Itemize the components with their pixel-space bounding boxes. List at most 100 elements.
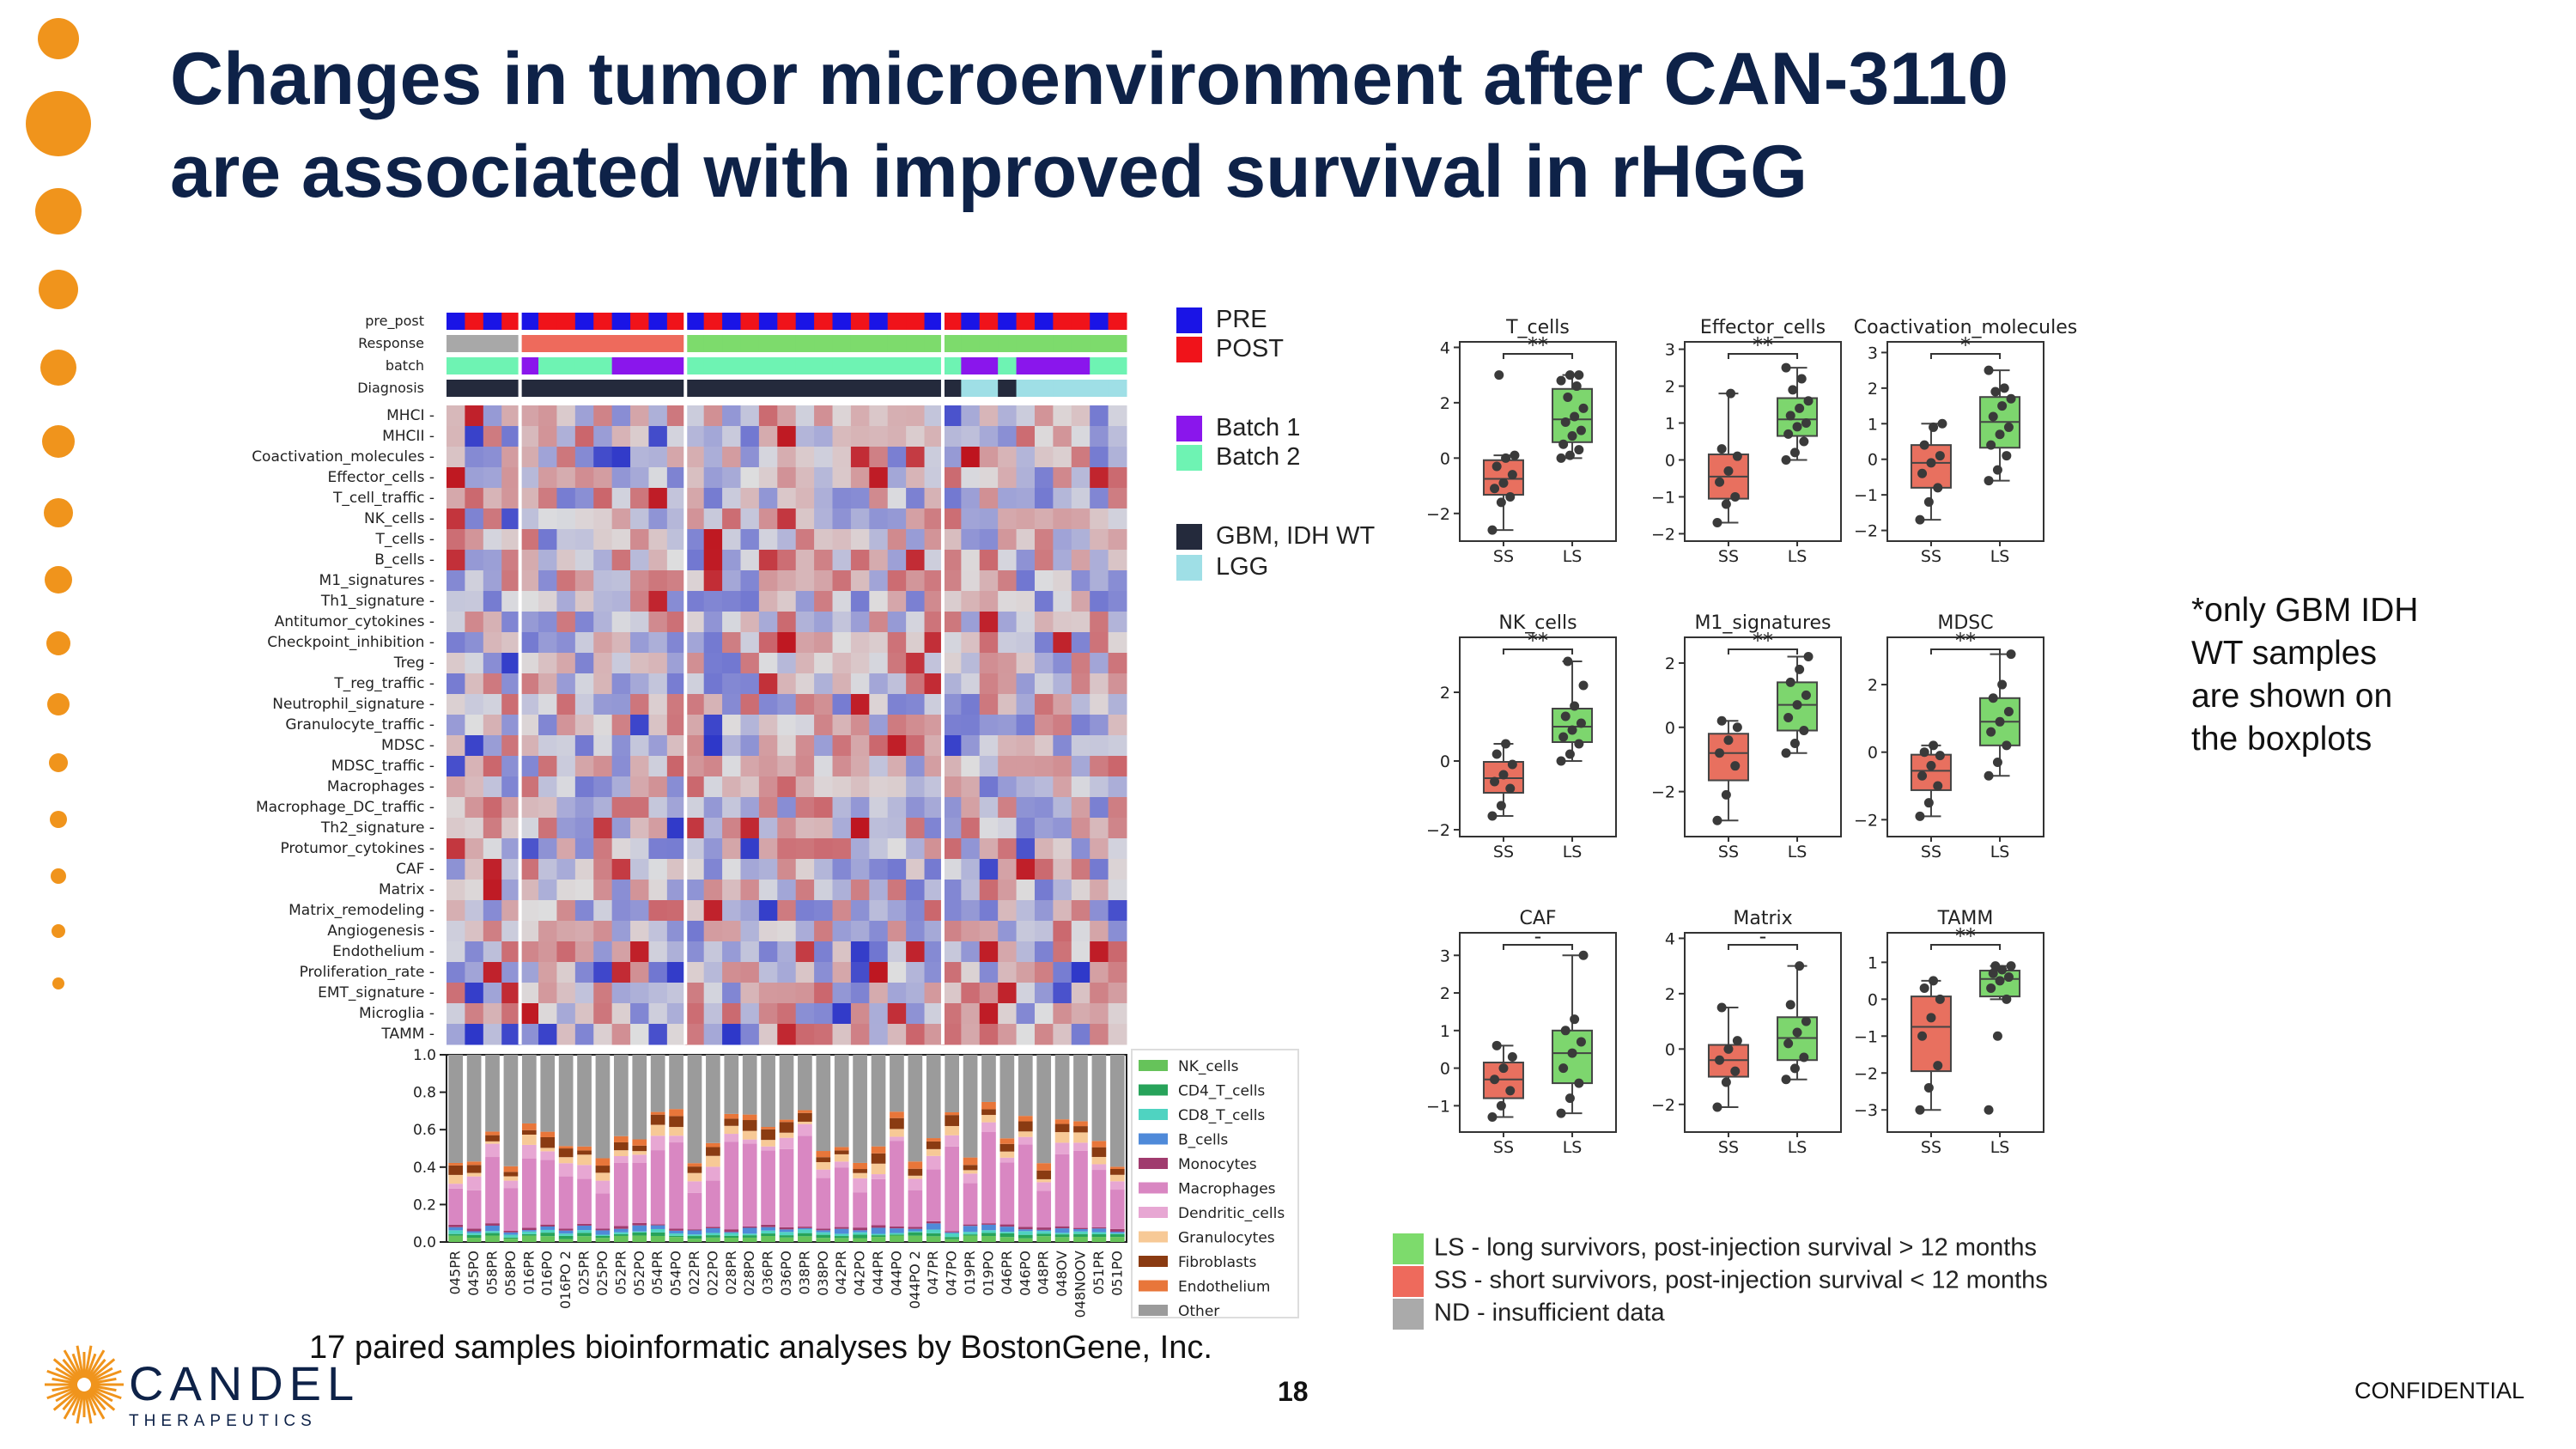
bar-segment-endothelium <box>558 1146 574 1149</box>
heatmap-cell <box>1016 983 1036 1004</box>
heatmap-cell <box>593 508 613 530</box>
heatmap-cell <box>538 921 557 942</box>
heatmap-cell <box>906 715 926 736</box>
bar-segment-other <box>853 1055 867 1163</box>
heatmap-cell <box>685 941 705 963</box>
bar-legend-swatch <box>1139 1084 1168 1096</box>
bar-xtick-label: 045PR <box>447 1251 464 1294</box>
heatmap-cell <box>538 529 557 551</box>
boxplot-point <box>1999 383 2009 393</box>
heatmap-cell <box>666 776 686 798</box>
heatmap-cell <box>703 653 723 674</box>
boxplot-point <box>2002 740 2012 751</box>
heatmap-cell <box>740 776 760 798</box>
heatmap-cell <box>519 550 539 571</box>
boxplot-point <box>1801 1016 1811 1026</box>
heatmap-cell <box>1053 467 1072 489</box>
heatmap-cell <box>538 426 557 447</box>
bar-segment-fibroblasts <box>577 1150 592 1155</box>
bar-segment-fibroblasts <box>448 1165 464 1175</box>
boxplot-point <box>1988 968 1998 978</box>
heatmap-cell <box>538 941 557 963</box>
heatmap-cell <box>1034 673 1054 695</box>
heatmap-cell <box>998 756 1018 777</box>
boxplot-point <box>1487 811 1498 821</box>
bar-segment-endothelium <box>981 1101 996 1110</box>
heatmap-cell <box>1090 983 1109 1004</box>
heatmap-cell <box>869 529 889 551</box>
heatmap-cell <box>648 1003 668 1025</box>
boxplot-xtick-label: SS <box>1493 843 1514 861</box>
heatmap-cell <box>1108 859 1127 880</box>
heatmap-cell <box>465 941 484 963</box>
heatmap-cell <box>869 694 889 715</box>
heatmap-cell <box>740 488 760 509</box>
boxplot-point <box>2003 422 2014 432</box>
bar-segment-cd8-t-cells <box>945 1233 959 1238</box>
heatmap-cell <box>795 508 815 530</box>
bar-xtick-label: 028PR <box>723 1251 739 1294</box>
bar-segment-monocytes <box>1036 1227 1052 1230</box>
heatmap-cell <box>648 776 668 798</box>
heatmap-cell <box>666 921 686 942</box>
heatmap-cell <box>703 632 723 654</box>
boxplot-point <box>1563 392 1573 402</box>
heatmap-cell <box>1034 1024 1054 1045</box>
heatmap-cell <box>666 818 686 839</box>
boxplot-ytick-label: 0 <box>1665 719 1675 738</box>
heatmap-cell <box>1034 941 1054 963</box>
boxplot-point <box>1564 370 1575 381</box>
heatmap-cell <box>832 962 852 983</box>
heatmap-cell <box>777 508 797 530</box>
annotation-cell <box>519 380 539 397</box>
boxplot-ytick-label: 0 <box>1868 451 1878 470</box>
boxplot-point <box>1923 798 1934 808</box>
heatmap-cell <box>574 570 594 592</box>
heatmap-cell <box>574 859 594 880</box>
boxplot-point <box>1919 983 1929 993</box>
bar-segment-cd4-t-cells <box>853 1234 867 1239</box>
heatmap-cell <box>869 508 889 530</box>
heatmap-cell <box>703 673 723 695</box>
boxplot-point <box>1492 461 1502 472</box>
boxplot-point <box>1917 770 1928 781</box>
heatmap-cell <box>611 632 631 654</box>
heatmap-cell <box>961 405 981 427</box>
heatmap-cell <box>1108 962 1127 983</box>
annotation-cell <box>777 357 797 374</box>
bar-xtick-label: 016PR <box>520 1251 537 1294</box>
boxplot-point <box>1799 726 1809 736</box>
annotation-cell <box>942 357 962 374</box>
heatmap-cell <box>685 962 705 983</box>
heatmap-cell <box>758 900 778 922</box>
sunburst-ray <box>90 1377 117 1385</box>
bar-segment-dendritic-cells <box>1091 1164 1107 1171</box>
heatmap-cell <box>1108 405 1127 427</box>
heatmap-cell <box>887 570 907 592</box>
heatmap-cell <box>869 550 889 571</box>
heatmap-cell <box>814 818 834 839</box>
heatmap-cell <box>447 632 465 654</box>
boxplot-point <box>1498 1063 1509 1074</box>
heatmap-cell <box>832 447 852 468</box>
bar-segment-granulocytes <box>632 1151 647 1155</box>
heatmap-cell <box>722 1003 741 1025</box>
bar-xtick-label: 044PR <box>870 1251 886 1294</box>
heatmap-cell <box>1034 447 1054 468</box>
heatmap-cell <box>648 1024 668 1045</box>
slide-title: Changes in tumor microenvironment after … <box>170 33 2145 218</box>
heatmap-cell <box>814 900 834 922</box>
heatmap-cell <box>832 508 852 530</box>
heatmap-cell <box>538 859 557 880</box>
boxplot-point <box>1567 1048 1577 1058</box>
heatmap-cell <box>447 838 465 860</box>
bar-segment-monocytes <box>558 1228 574 1231</box>
bar-segment-macrophages <box>540 1160 556 1225</box>
bar-segment-dendritic-cells <box>779 1137 794 1149</box>
legend-swatch-batch2 <box>1176 445 1202 471</box>
bar-segment-other <box>687 1055 702 1164</box>
heatmap-cell <box>924 612 944 633</box>
heatmap-cell <box>722 405 741 427</box>
heatmap-cell <box>630 632 649 654</box>
heatmap-cell <box>979 797 999 819</box>
